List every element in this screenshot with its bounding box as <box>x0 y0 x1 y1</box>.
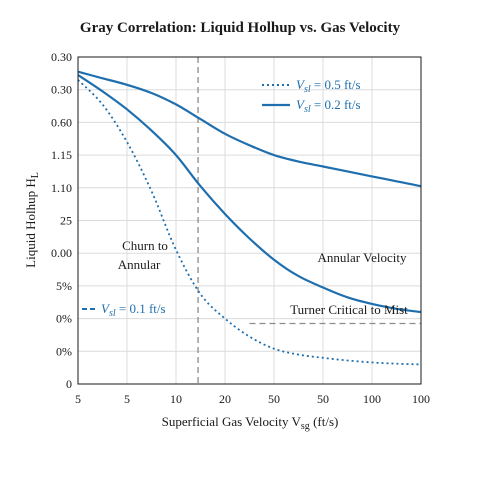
x-axis-label-unit: (ft/s) <box>310 414 339 429</box>
x-tick-label: 20 <box>219 392 231 406</box>
legend-label-1: Vsl = 0.2 ft/s <box>296 97 361 115</box>
annotation-churn-line2: Annular <box>118 257 161 272</box>
y-tick-label: 0.00 <box>51 246 72 260</box>
grid <box>77 56 422 385</box>
x-tick-label: 50 <box>317 392 329 406</box>
y-tick-label: 25 <box>60 214 72 228</box>
series-line-vsl-0-2 <box>77 74 422 314</box>
y-tick-label: 0.30 <box>51 83 72 97</box>
y-tick-labels: 0.30 0.30 0.60 1.15 1.10 25 0.00 5% 0% 0% 0 <box>51 50 72 391</box>
x-axis-label-sub: sg <box>301 421 310 432</box>
y-tick-label: 1.15 <box>51 148 72 162</box>
reference-lines <box>197 57 421 384</box>
legend: Vsl = 0.5 ft/s Vsl = 0.2 ft/s <box>262 77 361 115</box>
x-tick-label: 100 <box>412 392 430 406</box>
y-tick-label: 0.60 <box>51 115 72 129</box>
y-tick-label: 5% <box>56 279 72 293</box>
x-axis-label-main: Superficial Gas Velocity V <box>162 414 302 429</box>
legend-label-0: Vsl = 0.5 ft/s <box>296 77 361 95</box>
x-tick-label: 100 <box>363 392 381 406</box>
annotation-turner: Turner Critical to Mist <box>290 302 408 317</box>
y-tick-label: 0% <box>56 344 72 358</box>
annotation-annular-velocity: Annular Velocity <box>318 250 407 265</box>
series-lines <box>77 70 422 366</box>
annotation-churn-line1: Churn to <box>122 238 168 253</box>
inline-label-text: Vsl = 0.1 ft/s <box>101 301 166 319</box>
y-axis-label-main: Liquid Holhup H <box>23 178 38 268</box>
inline-series-label: Vsl = 0.1 ft/s <box>82 301 166 319</box>
y-axis-label-sub: L <box>30 172 41 178</box>
x-tick-label: 50 <box>268 392 280 406</box>
chart-title: Gray Correlation: Liquid Holhup vs. Gas … <box>80 20 401 36</box>
y-tick-label: 0% <box>56 312 72 326</box>
x-tick-label: 10 <box>170 392 182 406</box>
x-tick-labels: 5 5 10 20 50 50 100 100 <box>75 392 430 406</box>
x-tick-label: 5 <box>75 392 81 406</box>
x-tick-label: 5 <box>124 392 130 406</box>
y-tick-label: 1.10 <box>51 181 72 195</box>
plot-frame <box>77 56 422 385</box>
y-tick-label: 0 <box>66 377 72 391</box>
x-axis-label: Superficial Gas Velocity Vsg (ft/s) <box>162 414 339 432</box>
y-axis-label: Liquid Holhup HL <box>23 172 41 268</box>
series-line-vsl-0-5 <box>77 70 422 188</box>
y-tick-label: 0.30 <box>51 50 72 64</box>
